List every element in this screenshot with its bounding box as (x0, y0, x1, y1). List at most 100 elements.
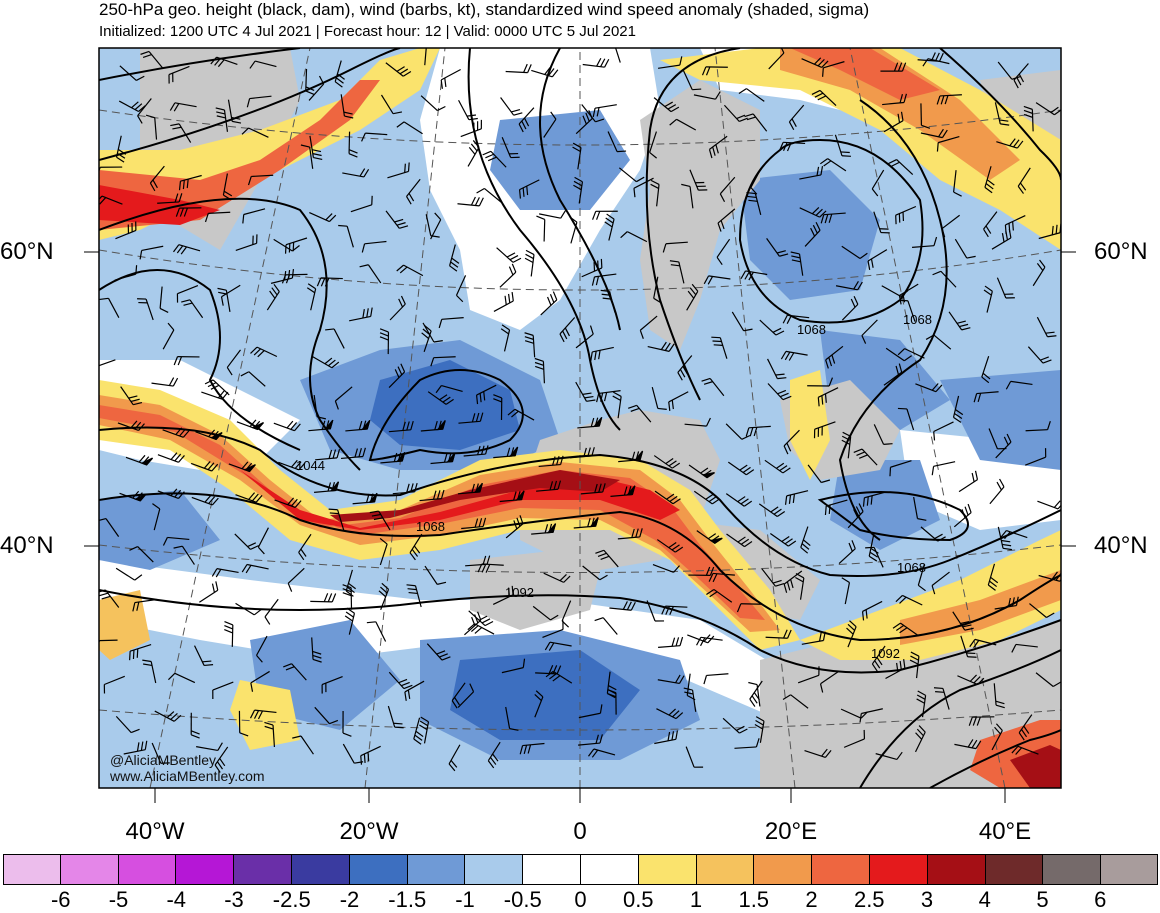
wind-barb-feather (678, 675, 685, 684)
colorbar-tick-label: -1 (455, 887, 475, 912)
wind-barb-feather (933, 236, 938, 246)
wind-barb-feather (273, 283, 280, 292)
wind-barb-feather (597, 552, 607, 557)
wind-barb-feather (1019, 182, 1027, 191)
wind-barb-feather (418, 43, 426, 47)
wind-barb-feather (534, 357, 544, 362)
wind-barb-feather (603, 392, 608, 402)
wind-barb-feather (984, 285, 993, 292)
wind-barb-feather (713, 344, 723, 346)
wind-barb-feather (770, 506, 779, 513)
wind-barb-feather (242, 214, 245, 224)
wind-barb-feather (437, 105, 446, 112)
wind-barb-feather (989, 580, 997, 588)
wind-barb-feather (916, 728, 924, 737)
wind-barb-feather (865, 609, 868, 619)
wind-barb-feather (669, 260, 679, 263)
wind-barb-feather (522, 187, 525, 197)
wind-barb-feather (660, 341, 667, 350)
wind-barb-feather (816, 166, 820, 176)
wind-barb (575, 333, 594, 349)
wind-barb-feather (653, 297, 662, 304)
wind-barb (365, 132, 388, 136)
wind-barb-feather (269, 290, 276, 299)
wind-barb-feather (548, 642, 555, 651)
lon-label-40e: 40°E (978, 818, 1032, 845)
wind-barb-feather (359, 264, 369, 268)
wind-barb-feather (328, 359, 336, 367)
wind-barb-feather (563, 575, 571, 583)
wind-barb-feather (241, 564, 248, 573)
wind-barb (424, 48, 427, 66)
wind-barb-feather (136, 648, 139, 658)
wind-barb-feather (223, 190, 233, 197)
wind-barb-feather (740, 270, 747, 280)
wind-barb-feather (471, 483, 475, 493)
wind-barb-feather (755, 720, 764, 726)
wind-barb-feather (776, 462, 785, 469)
wind-barb-feather (572, 142, 582, 149)
wind-barb (790, 694, 809, 709)
wind-barb-feather (506, 252, 516, 258)
wind-barb-feather (132, 649, 135, 660)
wind-barb-feather (985, 183, 994, 190)
wind-barb-pennant (701, 472, 715, 479)
colorbar-swatch (869, 854, 928, 885)
wind-barb-feather (754, 723, 763, 730)
wind-barb-feather (780, 351, 787, 360)
wind-barb-feather (162, 537, 168, 546)
wind-barb-feather (783, 583, 788, 593)
wind-barb (137, 546, 154, 563)
wind-barb-feather (523, 117, 530, 127)
credit-website[interactable]: www.AliciaMBentley.com (110, 768, 265, 784)
wind-barb-feather (475, 395, 479, 405)
wind-barb-feather (595, 734, 599, 744)
wind-barb-feather (662, 243, 667, 253)
wind-barb-feather (176, 245, 184, 254)
wind-barb (657, 64, 680, 69)
wind-barb-feather (626, 601, 632, 611)
wind-barb-feather (903, 659, 906, 669)
wind-barb-feather (776, 250, 786, 254)
wind-barb (725, 423, 743, 440)
wind-barb-feather (631, 528, 635, 538)
wind-barb-feather (600, 555, 610, 560)
wind-barb-pennant (251, 422, 264, 431)
wind-barb (682, 69, 693, 90)
wind-barb-feather (175, 427, 183, 435)
wind-barb-feather (936, 95, 941, 105)
lon-label-20e: 20°E (764, 818, 818, 845)
wind-barb-feather (178, 181, 182, 191)
wind-barb-feather (513, 112, 523, 116)
wind-barb-feather (841, 577, 850, 583)
wind-barb-feather (241, 461, 249, 470)
wind-barb-feather (1055, 224, 1058, 234)
colorbar-tick-label: -5 (108, 887, 129, 912)
wind-barb-feather (787, 629, 792, 639)
wind-barb-feather (775, 373, 785, 376)
wind-barb-feather (795, 576, 804, 583)
wind-barb-feather (604, 221, 613, 228)
wind-barb-feather (709, 591, 718, 598)
wind-barb-feather (608, 685, 617, 691)
wind-barb-feather (590, 417, 595, 427)
wind-barb (539, 213, 561, 219)
wind-barb-feather (736, 114, 746, 120)
wind-barb-feather (253, 608, 262, 616)
wind-barb-feather (596, 57, 602, 67)
wind-barb-feather (853, 281, 859, 290)
wind-barb-feather (328, 508, 338, 511)
wind-barb-feather (306, 287, 316, 294)
wind-barb-feather (819, 158, 828, 165)
wind-barb-feather (404, 163, 406, 173)
wind-barb-feather (665, 458, 674, 465)
wind-barb-feather (716, 256, 723, 266)
wind-barb-feather (591, 276, 596, 286)
wind-barb-feather (136, 601, 140, 611)
wind-barb-feather (973, 393, 978, 403)
wind-barb-feather (1002, 547, 1013, 551)
wind-barb-feather (218, 291, 228, 295)
wind-barb-feather (917, 690, 926, 696)
wind-barb-feather (329, 512, 339, 515)
wind-barb-feather (271, 287, 278, 296)
